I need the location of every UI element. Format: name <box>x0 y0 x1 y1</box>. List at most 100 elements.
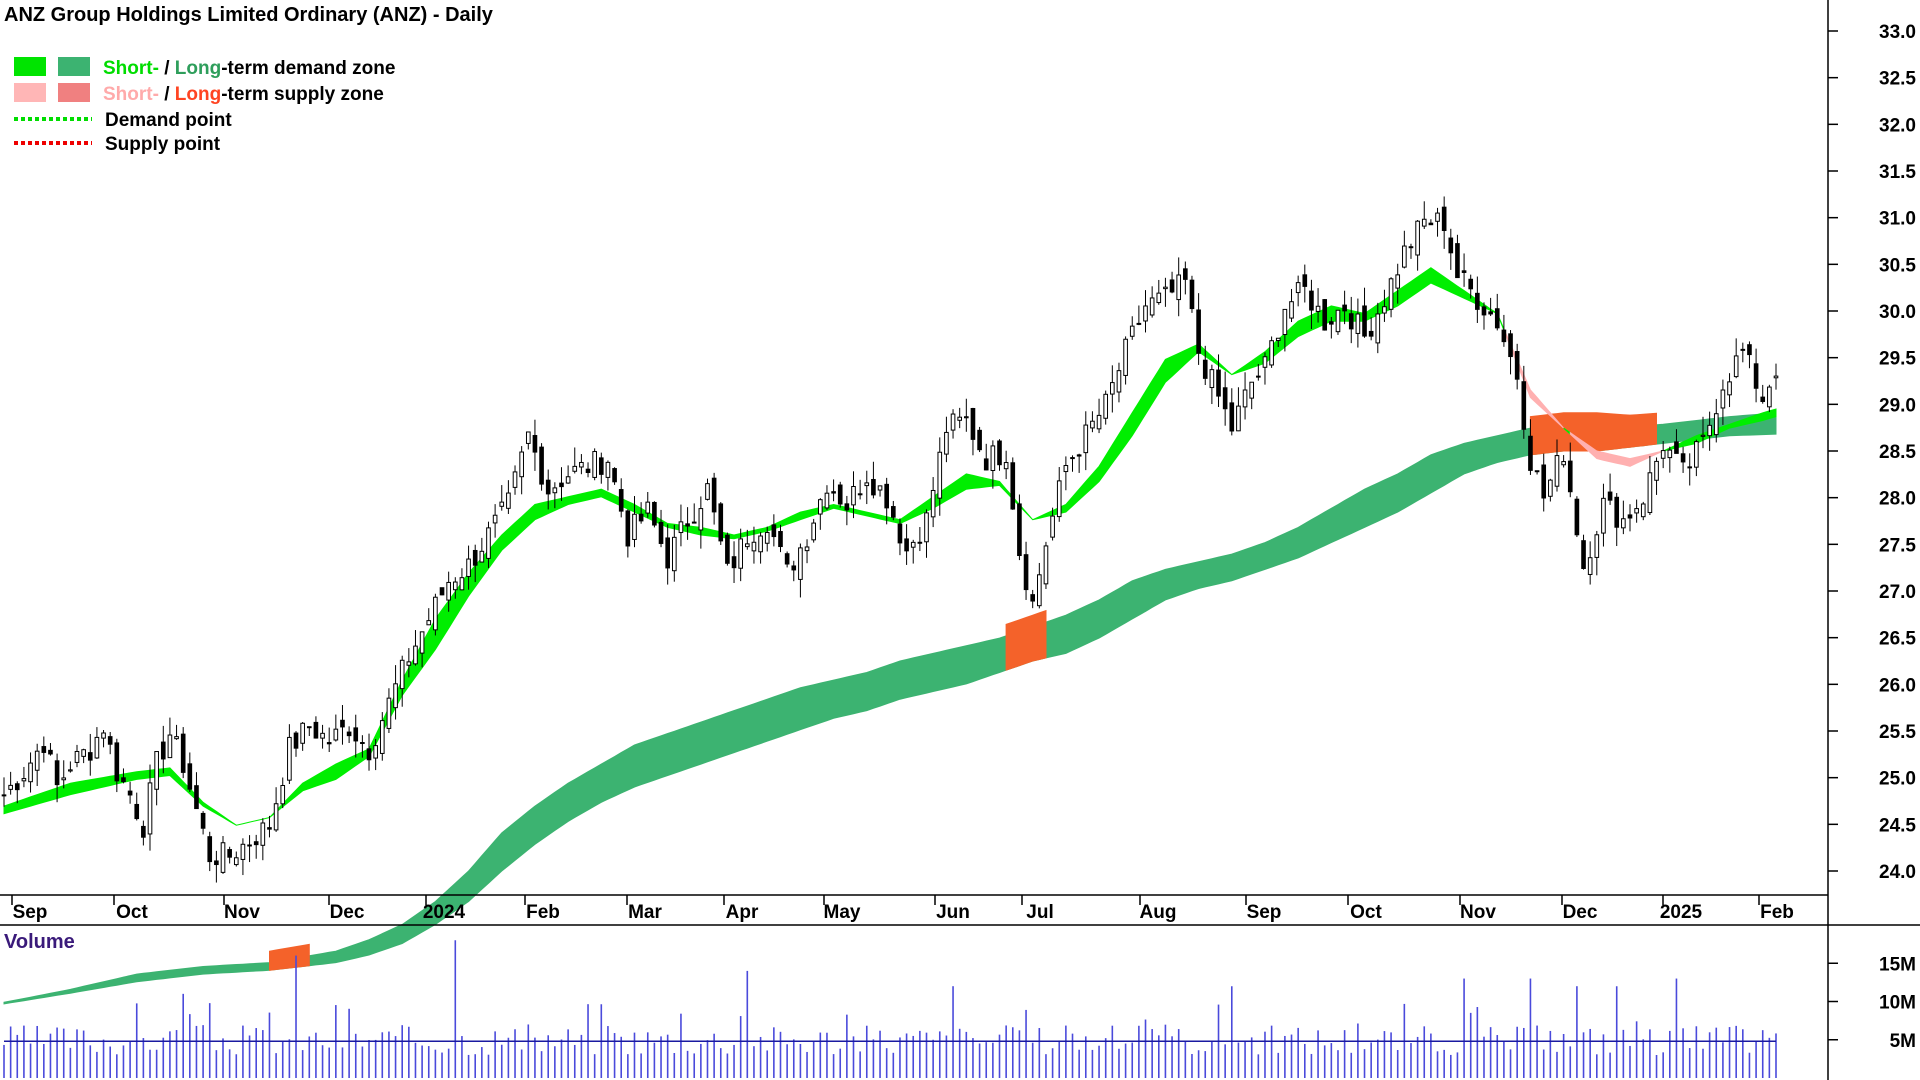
candle <box>877 485 883 497</box>
candle <box>698 496 704 549</box>
y-tick-label: 31.5 <box>1879 162 1916 183</box>
candle <box>1017 494 1022 561</box>
y-tick-label: 27.5 <box>1879 535 1916 556</box>
candle <box>652 501 657 528</box>
x-tick-label: Nov <box>224 902 260 923</box>
candle <box>1514 343 1520 390</box>
candle <box>1461 253 1467 287</box>
candle <box>1481 302 1487 330</box>
y-tick-label: 33.0 <box>1879 22 1916 43</box>
candle <box>227 846 232 864</box>
candle <box>1428 219 1434 226</box>
candle <box>990 440 996 489</box>
candle <box>1767 384 1772 412</box>
candle <box>632 496 637 548</box>
candle <box>884 477 889 525</box>
candle <box>1667 446 1673 473</box>
candle <box>525 431 531 450</box>
candle <box>910 539 916 564</box>
candle <box>1076 453 1082 473</box>
candle <box>141 820 146 846</box>
volume-tick-label: 10M <box>1879 993 1916 1014</box>
candle <box>1727 373 1732 408</box>
candle <box>1607 473 1613 505</box>
candle <box>87 733 93 776</box>
candle <box>618 478 624 518</box>
candle <box>320 724 325 749</box>
candle <box>539 443 544 491</box>
candle <box>1541 453 1547 512</box>
candle <box>1229 388 1235 436</box>
y-tick-label: 32.5 <box>1879 69 1916 90</box>
candle <box>1269 336 1274 368</box>
candle <box>1163 277 1168 307</box>
x-tick-label: Jul <box>1026 902 1053 923</box>
candle <box>1561 455 1566 468</box>
candle <box>147 764 153 851</box>
candle <box>837 481 843 508</box>
candle <box>1421 201 1427 229</box>
candle <box>1063 456 1069 491</box>
candle <box>1096 398 1102 434</box>
candle <box>1501 314 1507 347</box>
x-tick-label: Nov <box>1460 902 1496 923</box>
y-tick-label: 31.0 <box>1879 209 1916 230</box>
candle <box>565 465 571 484</box>
legend-supply-zone: Short- / Long-term supply zone <box>103 84 384 105</box>
x-tick-label: Feb <box>526 902 560 923</box>
candle <box>419 631 425 668</box>
candle <box>1574 496 1580 538</box>
x-tick-label: Sep <box>13 902 48 923</box>
candle <box>1275 337 1281 348</box>
candle <box>1455 234 1460 279</box>
candle <box>1110 365 1115 413</box>
candle <box>1003 450 1009 480</box>
y-tick-label: 29.5 <box>1879 349 1916 370</box>
candle <box>379 712 385 761</box>
candle <box>725 532 730 566</box>
candle <box>685 507 690 540</box>
y-tick-label: 24.5 <box>1879 815 1916 836</box>
candle <box>612 467 617 485</box>
candle <box>572 447 578 474</box>
y-tick-label: 24.0 <box>1879 862 1916 883</box>
candle <box>771 514 777 547</box>
candle <box>207 831 213 872</box>
candle <box>194 772 199 810</box>
candle <box>187 752 193 792</box>
candle <box>214 850 219 883</box>
candle <box>1468 274 1474 299</box>
candle <box>1508 330 1513 375</box>
candle <box>658 509 664 548</box>
candle <box>671 524 677 582</box>
candle <box>857 479 863 500</box>
candle <box>1713 398 1719 443</box>
candle <box>970 407 976 456</box>
candle <box>1634 499 1639 523</box>
candle <box>1209 364 1215 405</box>
candle <box>472 544 478 583</box>
candle <box>519 446 524 495</box>
candle <box>247 835 252 863</box>
candle <box>1448 228 1454 270</box>
candle <box>1441 196 1447 249</box>
candle <box>1700 416 1706 449</box>
candle <box>1528 419 1533 475</box>
x-tick-label: 2025 <box>1660 902 1703 923</box>
candle <box>340 705 345 745</box>
candle <box>1050 507 1055 541</box>
candle <box>1149 286 1155 318</box>
candle <box>1262 352 1268 385</box>
candle <box>585 462 591 478</box>
candle <box>598 452 604 484</box>
candle <box>645 491 651 518</box>
candle <box>545 469 551 510</box>
candle <box>54 753 60 803</box>
candle <box>1548 478 1553 502</box>
candle <box>200 811 206 835</box>
candle <box>977 426 982 453</box>
candle <box>691 503 697 524</box>
candle <box>751 526 757 564</box>
